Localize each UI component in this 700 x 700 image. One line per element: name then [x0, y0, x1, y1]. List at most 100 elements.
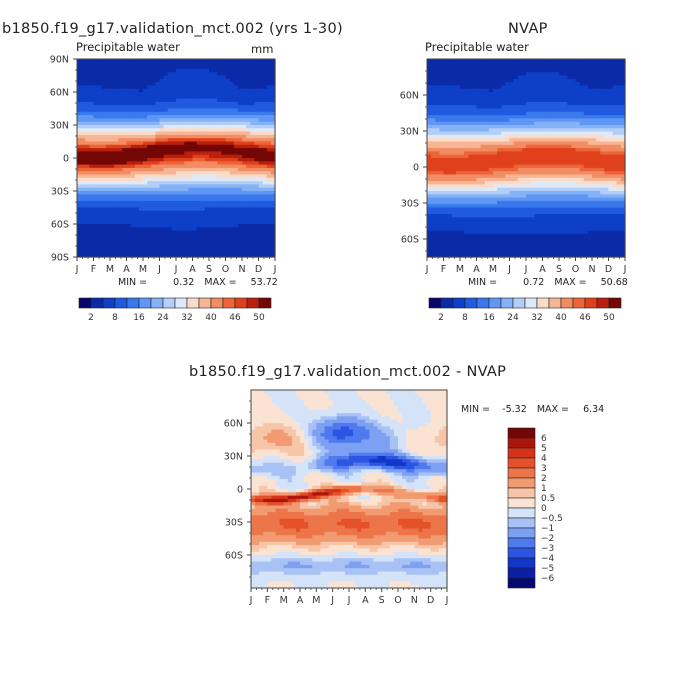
panel2-cell: [526, 82, 531, 86]
panel2-cell: [497, 115, 502, 119]
panel1-cell: [200, 131, 206, 136]
panel2-cell: [427, 82, 432, 86]
panel1-cell: [138, 184, 144, 189]
panel2-cell: [620, 171, 626, 176]
panel1-cell: [221, 197, 227, 202]
panel1-cell: [262, 95, 268, 100]
panel1-cell: [77, 98, 82, 103]
panel2-cell: [592, 131, 597, 136]
panel2-cell: [455, 134, 461, 139]
panel1-cell: [209, 217, 214, 222]
panel1-cell: [89, 65, 95, 70]
panel1-cell: [180, 72, 185, 77]
panel1-cell: [270, 167, 276, 172]
panel2-cell: [439, 164, 445, 169]
panel2-cell: [600, 161, 605, 166]
panel2-cell: [513, 101, 519, 106]
panel1-cell: [209, 227, 214, 232]
panel1-cell: [246, 131, 251, 136]
panel2-cell: [472, 88, 478, 93]
panel1-cell: [163, 144, 169, 149]
panel2-cell: [439, 65, 445, 70]
panel2-cell: [501, 82, 506, 86]
panel2-cell: [608, 75, 614, 80]
panel1-cell: [192, 161, 198, 166]
panel2-cell: [550, 65, 556, 70]
panel2-cell: [583, 131, 589, 136]
panel1-cell: [77, 148, 82, 152]
panel2-cell: [451, 111, 457, 116]
panel2-cell: [439, 184, 445, 189]
panel2-cell: [579, 131, 585, 136]
panel2-cell: [592, 98, 597, 103]
panel1-cell: [151, 78, 156, 83]
panel1-cell: [110, 148, 115, 152]
panel1-cell: [171, 82, 177, 86]
panel1-cell: [221, 240, 227, 245]
panel2-cell: [604, 78, 610, 83]
panel1-cell: [242, 194, 247, 199]
panel1-cell: [126, 167, 132, 172]
panel1-cell: [151, 187, 156, 192]
panel1-cell: [196, 204, 202, 209]
panel2-cell: [472, 134, 478, 139]
panel1-cell: [217, 177, 222, 182]
panel2-cell: [550, 128, 556, 133]
panel1-cell: [171, 95, 177, 100]
panel2-cell: [620, 59, 626, 63]
panel2-cell: [493, 148, 498, 152]
panel1-cell: [114, 65, 119, 70]
panel1-cell: [114, 78, 119, 83]
panel1-cell: [167, 82, 173, 86]
panel1-cell: [155, 197, 161, 202]
panel1-cell: [118, 98, 123, 103]
panel1-cell: [196, 167, 202, 172]
panel1-cell: [270, 210, 276, 215]
panel1-cell: [77, 105, 82, 110]
panel1-cell: [209, 95, 214, 100]
panel2-cell: [616, 177, 622, 182]
panel1-cell: [213, 214, 218, 218]
panel1-cell: [221, 184, 227, 189]
panel1-cell: [105, 134, 111, 139]
panel2-cell: [497, 101, 502, 106]
panel1-cell: [250, 141, 255, 146]
panel2-cell: [488, 177, 494, 182]
panel1-cell: [237, 111, 243, 116]
panel2-cell: [455, 158, 461, 162]
panel1-cell: [159, 92, 165, 96]
panel1-cell: [147, 98, 152, 103]
panel1-cell: [229, 217, 235, 222]
panel1-y-tick-label: 90S: [51, 253, 69, 264]
panel2-cell: [497, 154, 502, 159]
panel1-cell: [180, 233, 185, 238]
panel1-cell: [105, 78, 111, 83]
panel1-cell: [246, 164, 251, 169]
panel2-cell: [587, 154, 593, 159]
panel1-cell: [266, 194, 272, 199]
panel2-cell: [530, 151, 535, 156]
panel2-cell: [455, 151, 461, 156]
panel2-cell: [427, 125, 432, 129]
panel1-cell: [176, 125, 181, 129]
panel2-cell: [567, 101, 572, 106]
panel1-cell: [85, 253, 90, 258]
panel2-cell: [443, 128, 449, 133]
panel2-cell: [521, 151, 527, 156]
panel2-cell: [451, 75, 457, 80]
panel1-cell: [242, 227, 247, 232]
panel2-cell: [497, 59, 502, 63]
panel2-cell: [480, 171, 486, 176]
panel1-cell: [225, 210, 231, 215]
panel1-cell: [93, 78, 99, 83]
panel1-cell: [266, 171, 272, 176]
panel1-cell: [221, 210, 227, 215]
panel2-cell: [447, 105, 453, 110]
panel2-cell: [530, 111, 535, 116]
panel2-cell: [443, 59, 449, 63]
panel2-cell: [468, 111, 473, 116]
panel1-cell: [167, 115, 173, 119]
panel2-cell: [443, 131, 449, 136]
panel1-cell: [221, 68, 227, 73]
panel2-cell: [534, 187, 539, 192]
